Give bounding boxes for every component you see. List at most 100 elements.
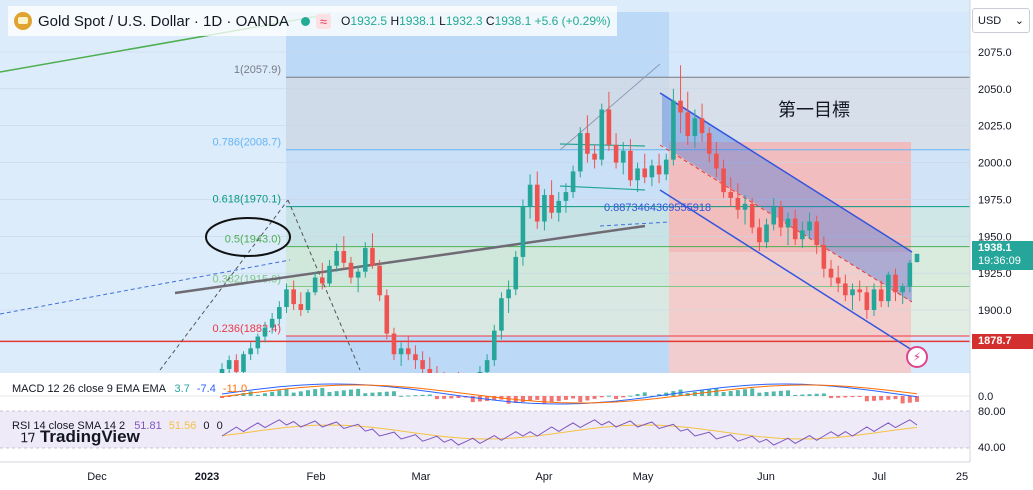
candle-body [592, 153, 597, 160]
macd-hist-bar [391, 391, 396, 396]
macd-hist-bar [399, 395, 404, 397]
macd-hist-bar [843, 396, 848, 398]
candle-body [613, 144, 619, 163]
candle-body [248, 348, 253, 355]
candle-body [348, 262, 354, 278]
candle-body [305, 292, 311, 310]
open-value: 1932.5 [350, 14, 388, 28]
rsi-legend[interactable]: RSI 14 close SMA 14 2 51.81 51.56 0 0 [12, 420, 223, 432]
x-tick-label: 2023 [195, 471, 219, 483]
candle-body [735, 197, 741, 210]
currency-select[interactable]: USD ⌄ [972, 8, 1030, 33]
candle-body [878, 289, 884, 302]
macd-hist-bar [915, 396, 919, 402]
macd-hist-bar [241, 393, 246, 396]
candle-body [828, 268, 834, 278]
highlight-ellipse [205, 217, 291, 257]
macd-hist-bar [377, 392, 382, 396]
macd-hist-bar [406, 395, 411, 397]
macd-hist-bar [542, 396, 547, 404]
macd-hist-bar [327, 392, 332, 396]
macd-hist-bar [528, 396, 533, 401]
macd-hist-bar [857, 396, 862, 397]
y-tick-label: 1975.0 [978, 194, 1012, 206]
candle-body [642, 168, 648, 178]
macd-hist-bar [764, 392, 769, 396]
macd-hist-bar [728, 391, 733, 396]
macd-hist-bar [270, 391, 275, 396]
candle-body [864, 292, 870, 310]
candle-body [513, 256, 519, 290]
macd-hist-bar [642, 392, 647, 396]
macd-hist-bar [434, 396, 439, 400]
macd-hist-bar [413, 395, 418, 397]
macd-hist-bar [298, 391, 303, 396]
candle-body [606, 109, 612, 145]
macd-hist-bar [348, 389, 353, 396]
candle-body [255, 336, 261, 349]
candle-body [886, 274, 891, 302]
macd-hist-bar [886, 396, 891, 400]
x-tick-label: 25 [956, 471, 968, 483]
symbol-header[interactable]: Gold Spot / U.S. Dollar · 1D · OANDA ≈ O… [8, 6, 617, 36]
candle-body [506, 289, 511, 299]
symbol-title[interactable]: Gold Spot / U.S. Dollar · 1D · OANDA [38, 12, 289, 30]
candle-body [484, 360, 490, 372]
macd-legend[interactable]: MACD 12 26 close 9 EMA EMA 3.7 -7.4 -11.… [12, 383, 247, 395]
candle-body [900, 286, 905, 293]
last-price-value: 1938.1 [978, 241, 1012, 254]
candle-body [706, 133, 712, 154]
macd-hist-bar [320, 388, 325, 396]
macd-hist-bar [649, 395, 654, 397]
rsi-tick-label: 80.00 [978, 406, 1006, 418]
macd-hist-bar [707, 389, 712, 396]
candle-body [570, 171, 576, 193]
wave-icon[interactable]: ≈ [315, 13, 332, 29]
fib-label: 1(2057.9) [234, 64, 281, 76]
candle-body [370, 248, 375, 266]
close-value: 1938.1 [494, 14, 532, 28]
trend-line-gray [174, 224, 646, 295]
macd-tick-label: 0.0 [978, 391, 993, 403]
tradingview-logo[interactable]: 𝟷𝟽 TradingView [20, 427, 140, 447]
y-tick-label: 2025.0 [978, 121, 1012, 133]
candle-body [721, 168, 726, 193]
candle-body [534, 184, 540, 222]
macd-hist-bar [793, 394, 798, 396]
candle-body [663, 159, 669, 175]
candle-body [678, 100, 683, 113]
macd-line-value: -7.4 [196, 383, 216, 395]
change-value: +5.6 (+0.29%) [534, 14, 611, 28]
candle-body [821, 245, 827, 269]
market-open-icon [300, 16, 310, 26]
macd-hist-bar [807, 394, 812, 396]
candle-body [262, 327, 268, 337]
macd-hist-bar [370, 392, 375, 396]
x-tick-label: Dec [87, 471, 107, 483]
macd-hist-bar [427, 394, 432, 396]
candle-body [728, 192, 734, 198]
macd-hist-bar [721, 392, 726, 396]
fib-connector [559, 63, 661, 151]
tradingview-logo-icon: 𝟷𝟽 [20, 428, 36, 445]
candle-body [405, 348, 411, 355]
flash-alert-icon[interactable]: ⚡ [906, 346, 928, 368]
logo-text: TradingView [39, 427, 140, 446]
candle-body [814, 221, 819, 246]
candle-body [807, 221, 812, 231]
candle-body [520, 206, 526, 257]
macd-hist-bar [864, 396, 869, 402]
gold-coin-icon [14, 12, 32, 30]
macd-hist-bar [334, 391, 339, 396]
macd-hist-bar [571, 396, 576, 399]
rsi-tick-label: 40.00 [978, 442, 1006, 454]
macd-hist-bar [341, 390, 346, 396]
candle-body [649, 165, 655, 178]
candle-body [327, 265, 332, 284]
macd-hist-bar [757, 392, 762, 396]
macd-hist-bar [506, 396, 511, 404]
candle-body [527, 184, 533, 207]
candle-body [377, 265, 382, 296]
